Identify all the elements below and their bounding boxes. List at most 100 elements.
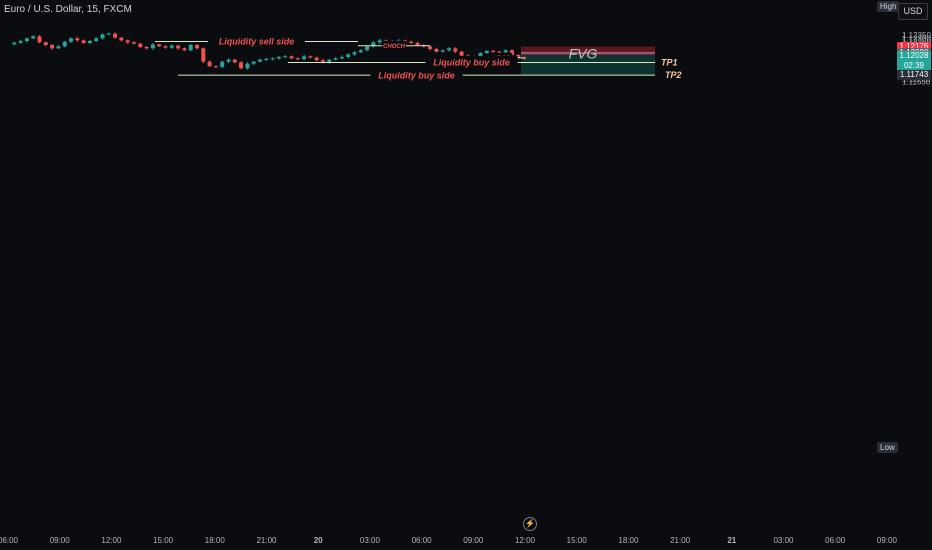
candle-body [333, 58, 338, 60]
candle-body [264, 58, 269, 60]
candle-body [283, 56, 288, 58]
candle-body [321, 60, 325, 63]
time-tick-label: 03:00 [773, 536, 794, 545]
take-profit-zone [521, 52, 655, 76]
current-price-tag: 1.12028 02:39 [897, 51, 931, 72]
candle-body [409, 41, 414, 43]
candle-body [125, 40, 130, 43]
high-label: High [877, 1, 900, 12]
candle-body [12, 42, 17, 45]
time-tick-label: 21:00 [256, 536, 277, 545]
level-label: CHOCH [383, 44, 406, 50]
time-tick-label: 21 [727, 536, 736, 545]
low-price-tag: 1.11743 [897, 70, 931, 81]
candle-body [314, 57, 319, 61]
candle-body [415, 42, 420, 45]
time-tick-label: 09:00 [463, 536, 484, 545]
time-tick-label: 03:00 [360, 536, 381, 545]
candle-body [308, 56, 313, 58]
candle-body [75, 38, 80, 41]
price-tick-label: 1.12350 [902, 31, 931, 40]
candle-body [478, 52, 483, 57]
candle-body [169, 45, 174, 48]
candle-body [18, 40, 23, 43]
level-label-bg [382, 40, 406, 51]
candle-body [157, 44, 162, 47]
time-tick-label: 18:00 [618, 536, 639, 545]
time-tick-label: 15:00 [153, 536, 174, 545]
candle-body [484, 50, 489, 53]
candle-body [176, 45, 181, 49]
candle-body [119, 37, 124, 41]
candle-body [138, 43, 143, 47]
candle-body [459, 51, 464, 56]
candle-body [37, 36, 42, 43]
candle-body [447, 48, 451, 51]
position-zones [521, 46, 655, 76]
candle-body [150, 44, 155, 49]
candle-body [87, 40, 92, 43]
candle-body [510, 50, 514, 55]
candle-body [182, 48, 187, 51]
tp2-label: TP2 [665, 70, 682, 80]
price-tick-label: 1.12300 [902, 34, 931, 43]
candle-body [371, 42, 376, 47]
candle-body [346, 54, 351, 57]
candle-body [491, 50, 496, 52]
candle-body [295, 58, 300, 60]
candlestick-series [12, 32, 527, 70]
candle-body [440, 50, 445, 52]
time-tick-label: 21:00 [670, 536, 691, 545]
candle-body [43, 42, 48, 45]
lightning-icon[interactable]: ⚡ [523, 517, 537, 531]
candle-body [377, 40, 382, 43]
candle-body [226, 59, 231, 62]
annotation-levels: Liquidity sell sideCHOCHBOSLiquidity buy… [155, 34, 682, 82]
candle-body [106, 33, 111, 35]
time-tick-label: 06:00 [0, 536, 19, 545]
time-tick-label: 18:00 [205, 536, 226, 545]
candle-body [24, 38, 29, 41]
candle-body [213, 66, 218, 68]
candle-body [56, 46, 61, 49]
candle-body [195, 44, 199, 49]
candle-body [232, 59, 237, 63]
time-tick-label: 15:00 [567, 536, 588, 545]
candle-body [100, 34, 105, 39]
price-tick-label: 1.11650 [902, 78, 931, 87]
fvg-label: FVG [569, 45, 598, 61]
candle-body [434, 48, 439, 52]
level-label: Liquidity sell side [219, 37, 295, 47]
candle-body [503, 50, 508, 53]
time-tick-label: 12:00 [101, 536, 122, 545]
candle-body [50, 44, 55, 49]
candle-body [132, 42, 136, 44]
candle-body [258, 59, 262, 62]
time-tick-label: 09:00 [50, 536, 71, 545]
time-tick-label: 06:00 [825, 536, 846, 545]
candle-body [497, 51, 502, 53]
time-tick-label: 20 [314, 536, 323, 545]
candle-body [453, 48, 458, 52]
candle-body [188, 44, 193, 51]
candle-body [113, 33, 118, 38]
candle-body [94, 38, 99, 41]
candle-body [207, 61, 212, 67]
tp1-label: TP1 [661, 58, 678, 68]
level-label-bg [370, 68, 463, 82]
stop-loss-price-tag: 1.12176 [897, 41, 931, 52]
currency-button[interactable]: USD [898, 3, 928, 20]
candle-body [201, 48, 206, 62]
candle-body [251, 61, 256, 64]
candle-body [144, 46, 149, 49]
candle-body [352, 52, 357, 55]
candle-body [365, 46, 370, 51]
time-tick-label: 09:00 [877, 536, 898, 545]
candle-body [81, 40, 86, 43]
candle-body [358, 50, 363, 53]
candle-body [327, 59, 332, 63]
countdown-label: 02:39 [903, 61, 925, 71]
candle-body [276, 56, 281, 59]
candle-body [163, 46, 168, 48]
